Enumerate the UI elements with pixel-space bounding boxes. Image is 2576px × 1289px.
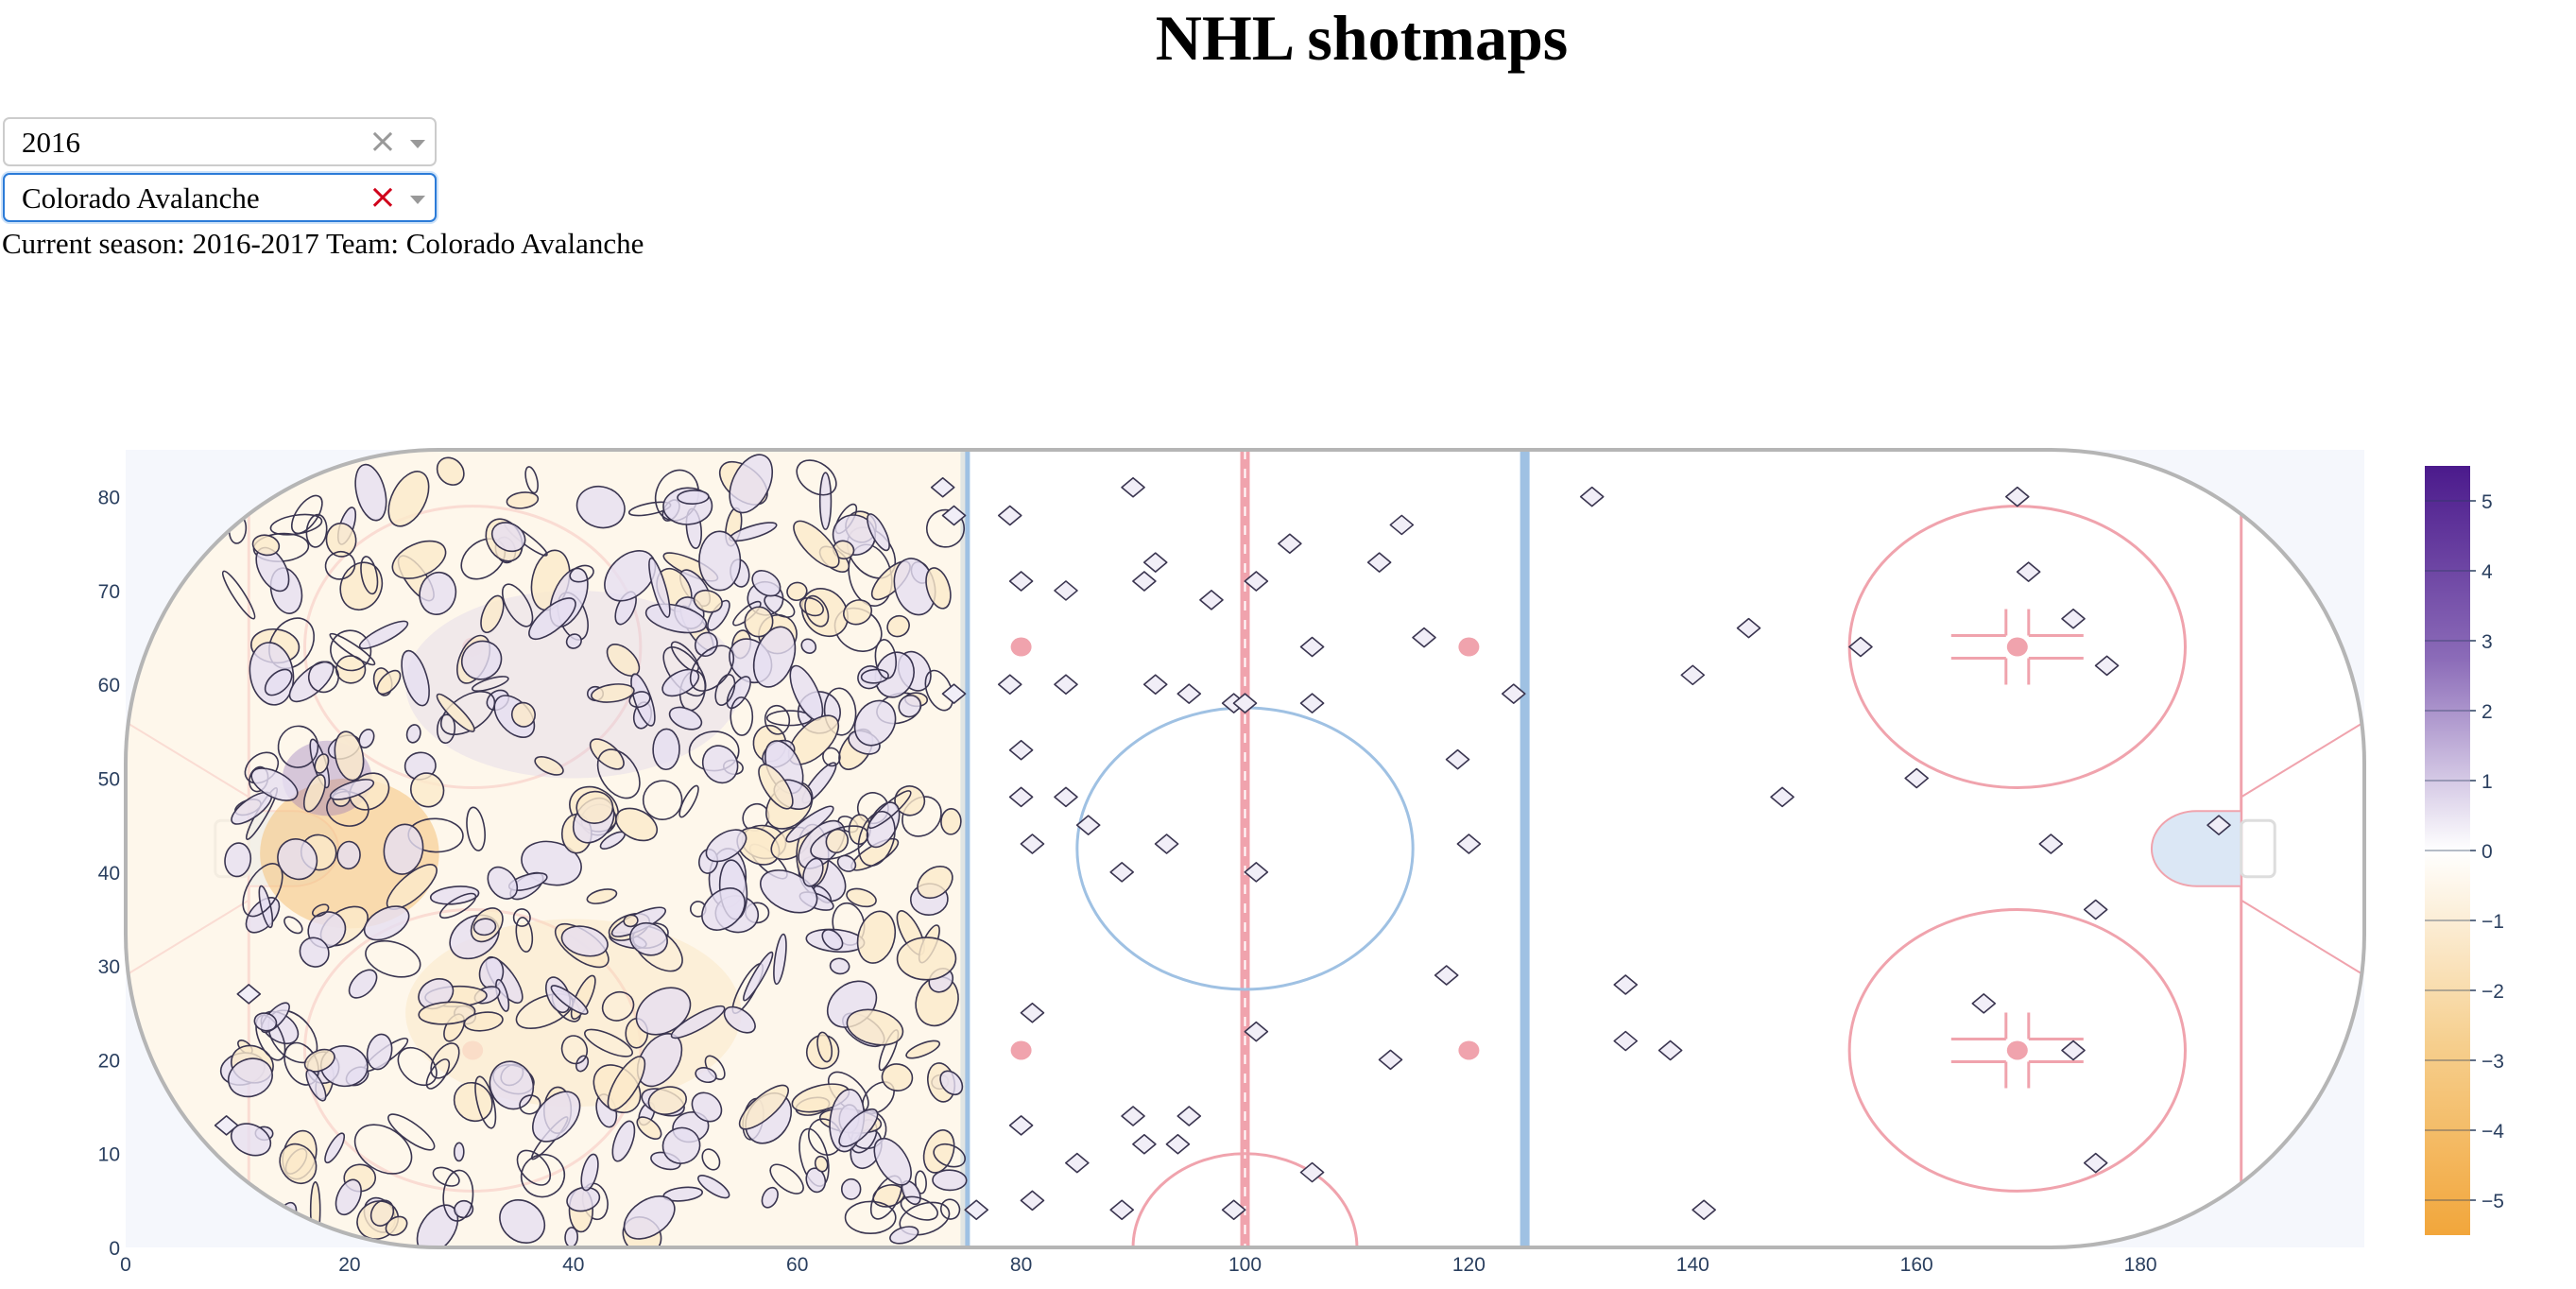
team-clear-icon[interactable]: × [369,179,397,216]
season-dropdown[interactable]: 2016 × [3,117,437,166]
colorbar-tick-label: −3 [2482,1051,2504,1073]
contour-blob [897,937,956,981]
colorbar-tick-label: −2 [2482,981,2504,1003]
colorbar-tick-label: 0 [2482,841,2493,863]
faceoff-dot [1458,638,1479,657]
current-selection-status: Current season: 2016-2017 Team: Colorado… [2,225,644,263]
colorbar-tick-label: 4 [2482,561,2493,583]
x-tick-label: 20 [338,1254,360,1276]
y-tick-label: 50 [98,769,120,791]
colorbar-tick-label: −4 [2482,1121,2504,1143]
contour-blob [678,490,709,504]
team-dropdown[interactable]: Colorado Avalanche × [3,173,437,222]
y-tick-label: 40 [98,863,120,885]
colorbar-tick-label: −5 [2482,1191,2504,1212]
season-clear-icon[interactable]: × [369,123,397,161]
x-tick-label: 0 [120,1254,131,1276]
x-tick-label: 120 [1452,1254,1485,1276]
colorbar-tick-label: 3 [2482,631,2493,653]
colorbar-tick-label: −1 [2482,911,2504,933]
y-tick-label: 30 [98,956,120,978]
contour-blob [820,473,832,529]
team-dropdown-value: Colorado Avalanche [22,182,260,215]
colorbar: 5 4 3 2 1 0 −1 −2 −3 −4 −5 [2425,466,2504,1235]
colorbar-tick-label: 5 [2482,491,2493,513]
contour-blob [653,729,680,769]
x-tick-label: 60 [786,1254,808,1276]
contour-blob [698,531,741,591]
x-tick-label: 160 [1900,1254,1933,1276]
x-tick-label: 180 [2124,1254,2157,1276]
y-tick-label: 60 [98,675,120,696]
contour-blob [842,1178,861,1199]
faceoff-dot [1458,1040,1479,1059]
faceoff-dot [2007,1040,2028,1059]
shotmap-svg[interactable]: 0 20 40 60 80 100 120 140 160 180 010203040506070… [0,435,2576,1276]
y-tick-label: 0 [109,1238,120,1260]
shotmap-chart[interactable]: 0 20 40 60 80 100 120 140 160 180 0 10 20 30 40 50 60 70… [0,435,2576,1276]
x-tick-label: 100 [1228,1254,1262,1276]
y-tick-label: 80 [98,488,120,509]
team-chevron-down-icon[interactable] [410,196,425,204]
contour-blob [940,808,961,834]
y-tick-label: 70 [98,581,120,603]
x-tick-label: 140 [1676,1254,1709,1276]
page-title: NHL shotmaps [0,0,2576,76]
y-tick-label: 20 [98,1050,120,1072]
y-axis: 0 10 20 30 40 50 60 70 80 [98,488,120,1260]
season-dropdown-value: 2016 [22,127,80,159]
faceoff-dot [1011,638,1032,657]
faceoff-dot [1011,1040,1032,1059]
x-axis: 0 20 40 60 80 100 120 140 160 180 [120,1254,2156,1276]
x-tick-label: 40 [562,1254,584,1276]
colorbar-tick-label: 2 [2482,701,2493,723]
x-tick-label: 80 [1010,1254,1032,1276]
season-chevron-down-icon[interactable] [410,140,425,148]
contour-blob [455,1143,464,1160]
colorbar-tick-label: 1 [2482,771,2493,793]
faceoff-dot [2007,638,2028,657]
y-tick-label: 10 [98,1144,120,1166]
blue-line [1520,450,1530,1247]
